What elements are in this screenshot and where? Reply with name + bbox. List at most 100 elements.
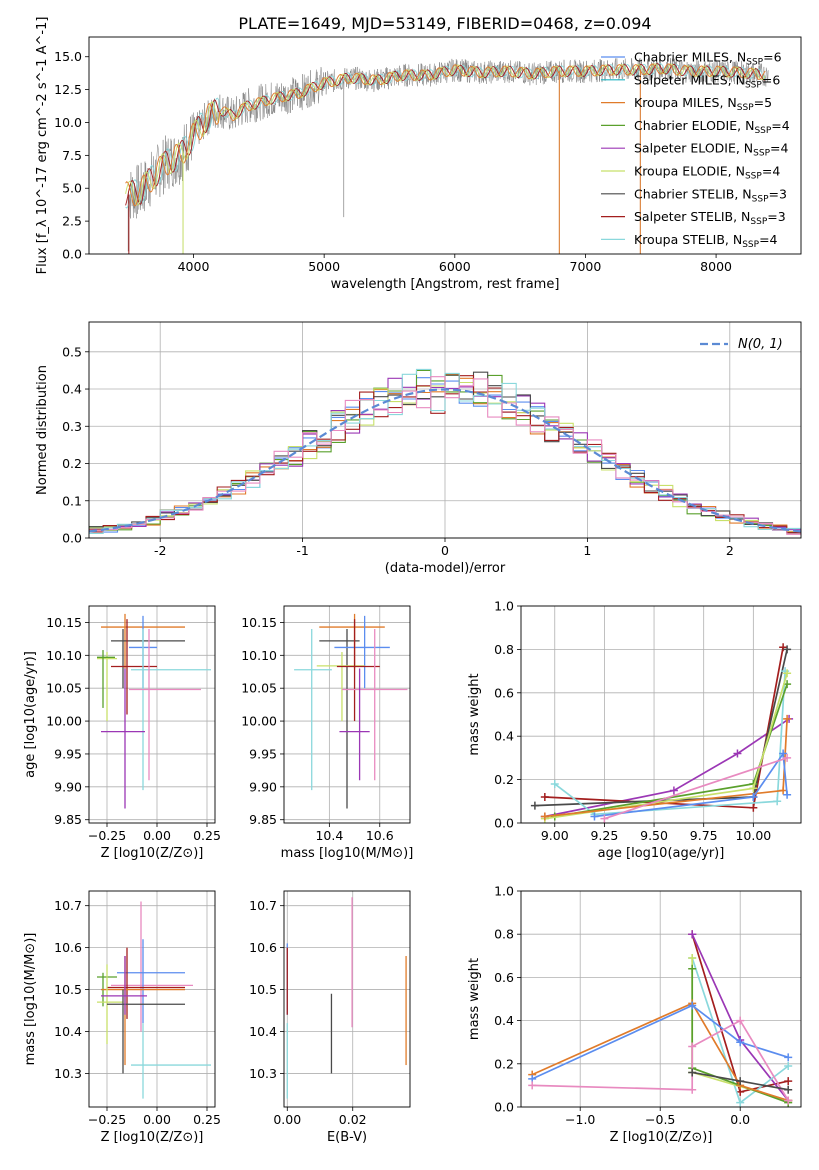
mass-weight-marker — [688, 1068, 697, 1077]
y-tick-label: 1.0 — [494, 599, 514, 614]
x-tick-label: 0.25 — [193, 1112, 221, 1127]
y-tick-label: 0.1 — [62, 493, 82, 508]
legend-label: Salpeter STELIB, NSSP=3 — [634, 209, 786, 227]
mass-weight-marker — [783, 669, 792, 678]
y-axis-label: mass [log10(M/M⊙)] — [23, 933, 38, 1066]
y-tick-label: 10.05 — [46, 681, 82, 696]
mass-weight-marker — [530, 801, 539, 810]
observed-spectrum-line — [127, 57, 769, 219]
y-tick-label: 15.0 — [54, 49, 82, 64]
mass-weight-marker — [773, 797, 782, 806]
x-tick-label: 0.0 — [730, 1112, 750, 1127]
y-tick-label: 0.6 — [494, 685, 514, 700]
y-axis-label: Normed distribution — [35, 365, 50, 495]
residual-histogram — [89, 376, 801, 535]
x-tick-label: −1.0 — [565, 1112, 595, 1127]
y-tick-label: 0.8 — [494, 642, 514, 657]
mass-weight-series-line — [544, 647, 784, 809]
x-axis-label: Z [log10(Z/Z⊙)] — [101, 846, 204, 861]
y-tick-label: 0.3 — [62, 419, 82, 434]
mass-weight-marker — [749, 792, 758, 801]
spectrum-panel: 4000 5000 6000 7000 8000 0.0 2.5 5.0 7.5 10.0 12.5… — [35, 17, 802, 292]
mass-vs-Z-plot-area — [97, 901, 211, 1099]
y-axis-label: mass weight — [467, 958, 482, 1040]
y-tick-label: 10.6 — [249, 940, 277, 955]
y-tick-label: 0.8 — [494, 927, 514, 942]
x-tick-label: 6000 — [439, 259, 471, 274]
x-axis-label: Z [log10(Z/Z⊙)] — [610, 1130, 713, 1145]
y-tick-label: 9.90 — [54, 779, 82, 794]
mass-weight-marker — [784, 1096, 793, 1105]
mass-vs-Z-frame — [88, 890, 216, 1108]
y-tick-label: 0.5 — [62, 344, 82, 359]
y-tick-label: 0.6 — [494, 970, 514, 985]
y-tick-label: 9.90 — [249, 779, 277, 794]
mass-weight-series-line — [594, 751, 788, 818]
model-fit-line — [125, 63, 766, 207]
y-tick-label: 0.0 — [62, 531, 82, 546]
y-tick-label: 9.95 — [249, 746, 277, 761]
mass-weight-marker — [784, 1077, 793, 1086]
residuals-panel: -2 -1 0 1 2 0.0 0.1 0.2 0.3 0.4 0.5 (data-model)/er… — [35, 321, 802, 576]
mass-vs-ebv-frame — [283, 890, 411, 1108]
mass-weight-marker — [736, 1077, 745, 1086]
y-tick-label: 10.10 — [46, 648, 82, 663]
massweight-vs-Z-panel: −1.0 −0.5 0.0 0.0 0.2 0.4 0.6 0.8 1.0 Z [log10(Z/… — [467, 884, 802, 1145]
y-tick-label: 0.2 — [494, 772, 514, 787]
mass-weight-marker — [550, 779, 559, 788]
y-tick-label: 5.0 — [62, 181, 82, 196]
mass-weight-marker — [540, 812, 549, 821]
x-tick-label: -2 — [154, 543, 166, 558]
y-tick-label: 9.95 — [54, 746, 82, 761]
y-tick-label: 10.7 — [249, 898, 277, 913]
mass-weight-marker — [779, 749, 788, 758]
mass-vs-ebv-panel: 0.00 0.02 10.3 10.4 10.5 10.6 10.7 E(B-V) — [249, 890, 411, 1145]
massweight-vs-age-plot-area — [530, 643, 794, 823]
age-vs-mass-frame — [283, 605, 411, 824]
y-tick-label: 10.0 — [54, 115, 82, 130]
x-tick-label: -1 — [296, 543, 308, 558]
legend-label: Chabrier MILES, NSSP=6 — [634, 50, 782, 68]
y-tick-label: 10.6 — [54, 940, 82, 955]
y-tick-label: 0.2 — [494, 1056, 514, 1071]
mass-weight-series-line — [531, 1004, 789, 1080]
mass-weight-marker — [688, 964, 697, 973]
x-tick-label: 1 — [583, 543, 591, 558]
mass-weight-series-line — [531, 1002, 789, 1102]
mass-weight-marker — [688, 930, 697, 939]
y-tick-label: 0.2 — [62, 456, 82, 471]
mass-weight-series-line — [544, 718, 790, 818]
y-tick-label: 7.5 — [62, 148, 82, 163]
mass-weight-marker — [783, 753, 792, 762]
y-tick-label: 0.4 — [494, 1013, 514, 1028]
legend-label: Salpeter MILES, NSSP=6 — [634, 72, 780, 90]
mass-weight-marker — [736, 1038, 745, 1047]
mass-weight-marker — [783, 645, 792, 654]
mass-weight-marker — [688, 1085, 697, 1094]
mass-weight-marker — [688, 953, 697, 962]
x-tick-label: 7000 — [570, 259, 602, 274]
age-vs-Z-plot-area — [97, 613, 211, 809]
x-axis-label: wavelength [Angstrom, rest frame] — [331, 277, 560, 292]
x-tick-label: 0 — [441, 543, 449, 558]
x-tick-label: 0.00 — [143, 828, 171, 843]
legend-label: Salpeter ELODIE, NSSP=4 — [634, 141, 789, 159]
spectrum-plot-area — [125, 57, 769, 254]
y-tick-label: 10.15 — [241, 615, 277, 630]
mass-weight-marker — [688, 1042, 697, 1051]
x-tick-label: 10.6 — [366, 828, 394, 843]
x-tick-label: 2 — [726, 543, 734, 558]
y-tick-label: 10.4 — [54, 1024, 82, 1039]
x-axis-label: Z [log10(Z/Z⊙)] — [101, 1130, 204, 1145]
y-tick-label: 10.05 — [241, 681, 277, 696]
y-tick-label: 1.0 — [494, 884, 514, 899]
y-tick-label: 2.5 — [62, 214, 82, 229]
y-tick-label: 10.7 — [54, 898, 82, 913]
x-tick-label: 9.25 — [590, 828, 618, 843]
x-tick-label: −0.25 — [88, 828, 126, 843]
mass-weight-marker — [590, 812, 599, 821]
y-tick-label: 9.85 — [249, 812, 277, 827]
age-vs-Z-frame — [88, 605, 216, 824]
mass-weight-marker — [736, 1016, 745, 1025]
x-tick-label: 0.00 — [143, 1112, 171, 1127]
